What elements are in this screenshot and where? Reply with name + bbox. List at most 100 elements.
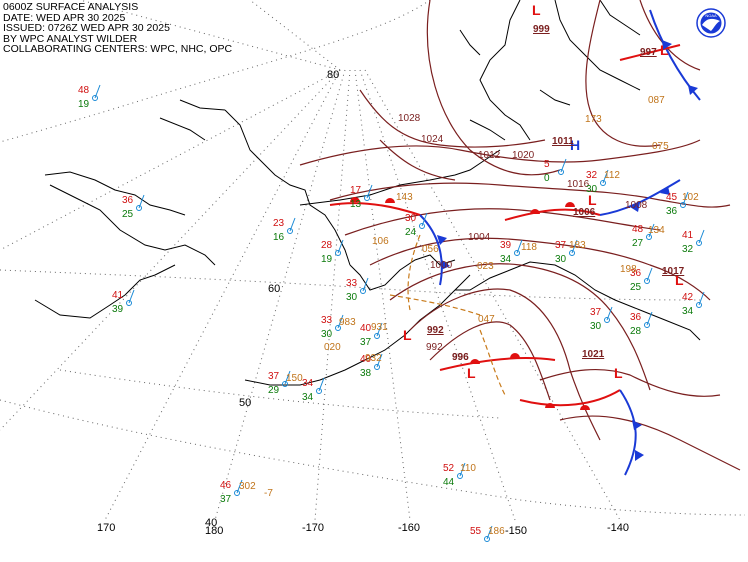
station-pressure: 186 <box>488 526 505 537</box>
station-dewpoint: 34 <box>682 306 694 317</box>
wind-barb <box>698 291 705 306</box>
station-circle <box>364 195 370 201</box>
station-circle <box>287 228 293 234</box>
lat-label-40: 40 <box>205 517 217 529</box>
station-dewpoint: 13 <box>350 199 362 210</box>
station-circle <box>419 223 425 229</box>
station-circle <box>126 300 132 306</box>
station-dewpoint: 44 <box>443 477 455 488</box>
station-circle <box>696 240 702 246</box>
high-letter: H <box>570 137 580 153</box>
station-temperature: 34 <box>302 378 314 389</box>
lat-label-60: 60 <box>268 283 280 295</box>
station-circle <box>644 322 650 328</box>
low-letter: L <box>588 192 597 208</box>
graticule-longitude <box>0 0 621 521</box>
analysis-issued: ISSUED: 0726Z WED APR 30 2025 <box>3 22 170 34</box>
low-letter: L <box>614 365 623 381</box>
wind-barb <box>571 239 578 254</box>
low-value: 997 <box>640 47 657 58</box>
warm-front <box>519 389 621 407</box>
wind-barb <box>648 223 655 238</box>
station-pressure: 134 <box>648 225 665 236</box>
low-letter: L <box>675 272 684 288</box>
station-pressure: 110 <box>460 463 476 474</box>
station-temperature: 55 <box>470 526 482 537</box>
station-pressure: 932 <box>365 353 382 364</box>
wind-barb <box>486 525 493 540</box>
station-pressure: 302 <box>239 481 256 492</box>
warm-front <box>439 357 556 371</box>
station-dewpoint: 30 <box>346 292 358 303</box>
station-circle <box>680 202 686 208</box>
wind-barb <box>682 191 689 206</box>
troughs <box>389 234 506 396</box>
station-pressure: 983 <box>339 317 356 328</box>
low-letter: L <box>532 2 541 18</box>
station-circle <box>234 490 240 496</box>
station-temperature: 36 <box>630 268 642 279</box>
wind-barb <box>421 212 428 227</box>
station-dewpoint: 30 <box>586 184 598 195</box>
station-pressure: 150 <box>286 373 303 384</box>
station-dewpoint: 36 <box>666 206 678 217</box>
station-pressure: 173 <box>585 114 602 125</box>
station-circle <box>335 250 341 256</box>
station-temperature: 45 <box>666 192 678 203</box>
fronts <box>329 9 701 476</box>
station-pressure: 118 <box>521 242 537 253</box>
cold-front <box>419 214 443 286</box>
station-temperature: 40 <box>360 323 372 334</box>
station-pressures: 1503021101861981831341181121730870751020… <box>239 95 699 537</box>
station-temperature: 40 <box>360 354 372 365</box>
station-dewpoint: 37 <box>220 494 232 505</box>
station-temperature: 46 <box>220 480 232 491</box>
station-temperature: 33 <box>321 315 333 326</box>
wind-barb <box>128 289 135 304</box>
analysis-header: 0600Z SURFACE ANALYSIS DATE: WED APR 30 … <box>3 2 232 55</box>
station-pressure: 198 <box>620 264 637 275</box>
lon-label-m150: -150 <box>505 525 527 537</box>
station-pressure: 087 <box>648 95 665 106</box>
graticule-labels: 80 60 50 170 180 -170 -160 -150 -140 40 <box>97 69 629 537</box>
station-temperature: 52 <box>443 463 455 474</box>
station-pressure: 143 <box>396 192 413 203</box>
station-temperature: 39 <box>500 240 512 251</box>
station-temperature: 48 <box>78 85 90 96</box>
lon-label-170: 170 <box>97 522 115 534</box>
station-dewpoint: 30 <box>321 329 333 340</box>
station-circle <box>136 205 142 211</box>
station-circle <box>282 381 288 387</box>
station-temperature: 37 <box>555 240 567 251</box>
wind-barb <box>376 353 383 368</box>
isobars <box>299 0 741 471</box>
isobar-label: 1028 <box>398 113 421 124</box>
station-plot: 55 <box>470 525 493 542</box>
station-dewpoint: 30 <box>590 321 602 332</box>
low-value: 992 <box>427 325 444 336</box>
warm-front <box>619 44 681 61</box>
analysis-analyst: BY WPC ANALYST WILDER <box>3 32 138 45</box>
wind-barb <box>94 84 101 99</box>
station-temperature: 23 <box>273 218 285 229</box>
wind-barb <box>366 184 373 199</box>
station-temperature: 37 <box>268 371 280 382</box>
low-value: 996 <box>452 352 469 363</box>
station-circle <box>374 364 380 370</box>
wind-barb <box>602 169 609 184</box>
wind-barb <box>284 370 291 385</box>
station-temperature: 32 <box>586 170 598 181</box>
isobar-label: 1008 <box>625 200 648 211</box>
station-pressure: 047 <box>478 314 495 325</box>
